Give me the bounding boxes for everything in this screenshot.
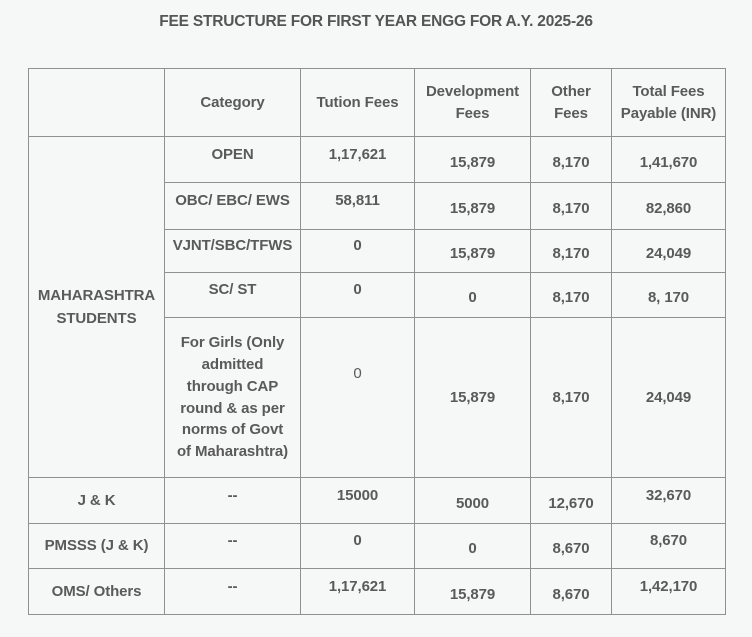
cell-group-label: J & K [28, 477, 165, 524]
group-label-maharashtra-students: MAHARASHTRA STUDENTS [28, 136, 165, 478]
table-row-for-girls: For Girls (Only admitted through CAP rou… [29, 317, 726, 478]
cell-development-fees: 5000 [414, 477, 531, 524]
cell-development-fees: 15,879 [414, 182, 531, 230]
cell-other-fees: 8,170 [530, 182, 612, 230]
header-blank [28, 68, 165, 137]
cell-category: -- [164, 523, 301, 569]
table-header-row: Category Tution Fees Development Fees Ot… [28, 68, 726, 137]
table-row-sc-st: SC/ ST 0 0 8,170 8, 170 [29, 272, 726, 318]
cell-tuition-fees: 1,17,621 [300, 136, 415, 183]
cell-category: VJNT/SBC/TFWS [164, 229, 301, 273]
cell-total-fees: 24,049 [611, 229, 726, 273]
cell-development-fees: 0 [414, 272, 531, 318]
cell-category: -- [164, 477, 301, 524]
header-tuition-fees: Tution Fees [300, 68, 415, 137]
cell-development-fees: 0 [414, 523, 531, 569]
cell-development-fees: 15,879 [414, 229, 531, 273]
cell-total-fees: 8,670 [611, 523, 726, 569]
cell-other-fees: 8,670 [530, 523, 612, 569]
header-category: Category [164, 68, 301, 137]
cell-development-fees: 15,879 [414, 568, 531, 615]
cell-development-fees: 15,879 [414, 136, 531, 183]
cell-tuition-fees: 1,17,621 [300, 568, 415, 615]
table-row-vjnt-sbc-tfws: VJNT/SBC/TFWS 0 15,879 8,170 24,049 [29, 229, 726, 273]
table-row-oms-others: OMS/ Others -- 1,17,621 15,879 8,670 1,4… [28, 568, 726, 615]
cell-total-fees: 24,049 [611, 317, 726, 478]
cell-development-fees: 15,879 [414, 317, 531, 478]
page-title: FEE STRUCTURE FOR FIRST YEAR ENGG FOR A.… [159, 13, 593, 30]
cell-tuition-fees: 0 [300, 523, 415, 569]
cell-other-fees: 8,170 [530, 272, 612, 318]
header-other-fees: Other Fees [530, 68, 612, 137]
cell-total-fees: 32,670 [611, 477, 726, 524]
cell-category: OPEN [164, 136, 301, 183]
cell-other-fees: 12,670 [530, 477, 612, 524]
cell-category: OBC/ EBC/ EWS [164, 182, 301, 230]
cell-total-fees: 82,860 [611, 182, 726, 230]
cell-group-label: PMSSS (J & K) [28, 523, 165, 569]
cell-other-fees: 8,670 [530, 568, 612, 615]
table-row-pmsss-j-and-k: PMSSS (J & K) -- 0 0 8,670 8,670 [28, 523, 726, 569]
cell-tuition-fees: 15000 [300, 477, 415, 524]
cell-other-fees: 8,170 [530, 317, 612, 478]
fee-structure-table: Category Tution Fees Development Fees Ot… [28, 68, 726, 615]
cell-tuition-fees: 0 [300, 317, 415, 478]
table-row-j-and-k: J & K -- 15000 5000 12,670 32,670 [28, 477, 726, 524]
cell-total-fees: 1,42,170 [611, 568, 726, 615]
cell-tuition-fees: 58,811 [300, 182, 415, 230]
cell-category: -- [164, 568, 301, 615]
cell-tuition-fees: 0 [300, 229, 415, 273]
cell-total-fees: 8, 170 [611, 272, 726, 318]
cell-tuition-fees: 0 [300, 272, 415, 318]
header-total-fees: Total Fees Payable (INR) [611, 68, 726, 137]
table-row-obc-ebc-ews: OBC/ EBC/ EWS 58,811 15,879 8,170 82,860 [29, 182, 726, 230]
table-row-open: MAHARASHTRA STUDENTS OPEN 1,17,621 15,87… [28, 136, 726, 478]
cell-other-fees: 8,170 [530, 229, 612, 273]
cell-category: SC/ ST [164, 272, 301, 318]
cell-total-fees: 1,41,670 [611, 136, 726, 183]
cell-other-fees: 8,170 [530, 136, 612, 183]
cell-category: For Girls (Only admitted through CAP rou… [164, 317, 301, 478]
header-development-fees: Development Fees [414, 68, 531, 137]
cell-group-label: OMS/ Others [28, 568, 165, 615]
